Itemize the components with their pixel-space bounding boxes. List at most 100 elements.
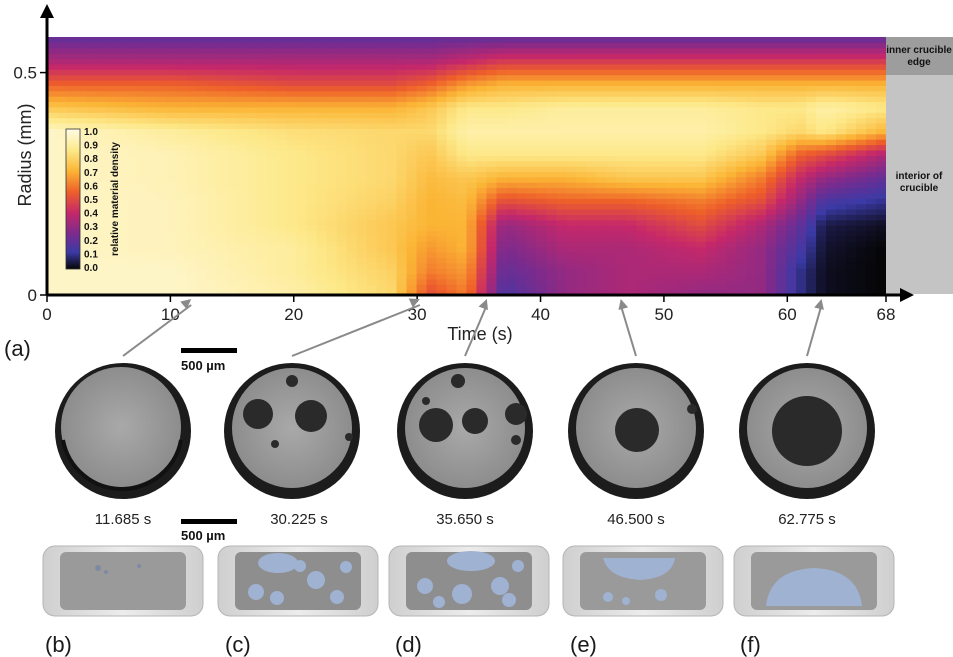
heatmap-cell — [626, 42, 637, 49]
heatmap-cell — [856, 133, 867, 140]
heatmap-cell — [136, 63, 148, 70]
heatmap-cell — [726, 117, 737, 124]
heatmap-cell — [756, 209, 767, 215]
heatmap-cell — [446, 203, 458, 210]
heatmap-cell — [196, 139, 208, 146]
heatmap-cell — [556, 225, 567, 232]
heatmap-cell — [866, 85, 877, 92]
heatmap-cell — [726, 112, 737, 119]
heatmap-cell — [146, 230, 158, 237]
heatmap-cell — [446, 63, 458, 70]
heatmap-cell — [866, 171, 877, 178]
heatmap-cell — [656, 230, 667, 237]
heatmap-cell — [396, 155, 408, 162]
heatmap-cell — [126, 63, 138, 70]
heatmap-cell — [726, 85, 737, 92]
heatmap-cell — [456, 252, 468, 258]
heatmap-cell — [126, 198, 138, 205]
heatmap-cell — [636, 139, 647, 146]
heatmap-cell — [806, 133, 817, 140]
heatmap-cell — [816, 96, 827, 103]
heatmap-cell — [616, 133, 627, 140]
heatmap-cell — [846, 53, 857, 60]
heatmap-cell — [696, 289, 707, 296]
heatmap-cell — [506, 262, 518, 269]
heatmap-cell — [316, 252, 328, 258]
heatmap-cell — [486, 96, 498, 103]
heatmap-cell — [476, 42, 488, 49]
heatmap-cell — [376, 149, 388, 156]
heatmap-cell — [436, 171, 448, 178]
heatmap-cell — [566, 246, 577, 253]
heatmap-cell — [226, 90, 238, 97]
heatmap-cell — [47, 246, 58, 253]
heatmap-cell — [346, 144, 358, 151]
heatmap-cell — [246, 176, 258, 183]
heatmap-cell — [156, 80, 168, 86]
heatmap-cell — [626, 214, 637, 221]
heatmap-cell — [406, 69, 418, 76]
heatmap-cell — [276, 230, 288, 237]
heatmap-cell — [666, 192, 677, 199]
heatmap-cell — [816, 278, 827, 285]
heatmap-cell — [676, 235, 687, 242]
heatmap-cell — [646, 198, 657, 205]
x-tick-label: 68 — [877, 305, 896, 324]
heatmap-cell — [506, 47, 518, 54]
heatmap-cell — [546, 289, 557, 296]
heatmap-cell — [96, 90, 108, 97]
heatmap-cell — [386, 273, 398, 280]
heatmap-cell — [186, 262, 198, 269]
heatmap-cell — [776, 241, 787, 248]
heatmap-cell — [766, 273, 777, 280]
heatmap-cell — [686, 284, 697, 291]
heatmap-cell — [326, 182, 338, 189]
heatmap-cell — [47, 225, 58, 232]
heatmap-cell — [806, 69, 817, 76]
heatmap-cell — [226, 284, 238, 291]
heatmap-cell — [156, 246, 168, 253]
heatmap-cell — [256, 112, 268, 119]
heatmap-cell — [306, 106, 318, 113]
heatmap-cell — [136, 155, 148, 162]
x-axis-label: Time (s) — [447, 324, 512, 344]
heatmap-cell — [386, 230, 398, 237]
heatmap-cell — [676, 90, 687, 97]
heatmap-cell — [506, 101, 518, 108]
heatmap-cell — [146, 85, 158, 92]
heatmap-cell — [616, 58, 627, 65]
heatmap-cell — [396, 182, 408, 189]
heatmap-cell — [726, 155, 737, 162]
heatmap-cell — [96, 262, 108, 269]
heatmap-cell — [716, 74, 727, 81]
heatmap-cell — [266, 262, 278, 269]
heatmap-cell — [456, 42, 468, 49]
heatmap-cell — [606, 58, 617, 65]
heatmap-cell — [876, 171, 887, 178]
heatmap-cell — [446, 123, 458, 129]
heatmap-cell — [96, 209, 108, 215]
heatmap-cell — [306, 203, 318, 210]
heatmap-cell — [506, 53, 518, 60]
heatmap-cell — [496, 117, 508, 124]
heatmap-cell — [646, 182, 657, 189]
heatmap-cell — [716, 85, 727, 92]
heatmap-cell — [236, 166, 248, 172]
heatmap-cell — [516, 37, 528, 43]
heatmap-cell — [116, 187, 128, 194]
heatmap-cell — [736, 187, 747, 194]
heatmap-cell — [196, 53, 208, 60]
heatmap-cell — [426, 69, 438, 76]
heatmap-cell — [446, 273, 458, 280]
heatmap-cell — [556, 203, 567, 210]
heatmap-cell — [216, 144, 228, 151]
heatmap-cell — [266, 278, 278, 285]
heatmap-cell — [626, 63, 637, 70]
heatmap-cell — [596, 85, 607, 92]
heatmap-cell — [256, 133, 268, 140]
heatmap-cell — [176, 219, 188, 226]
heatmap-cell — [756, 278, 767, 285]
heatmap-cell — [56, 37, 68, 43]
heatmap-cell — [476, 139, 488, 146]
heatmap-cell — [476, 69, 488, 76]
